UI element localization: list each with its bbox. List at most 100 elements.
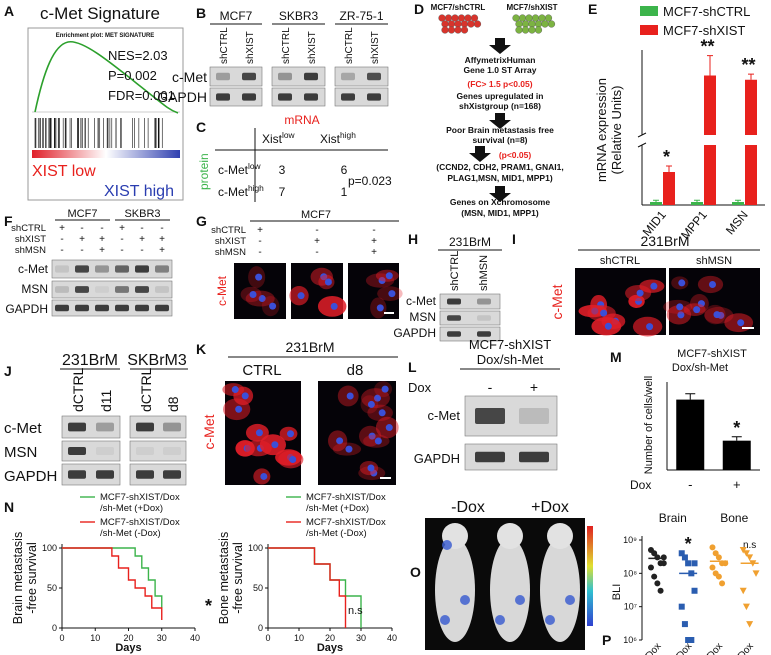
blot-band	[115, 286, 129, 293]
blot-band	[477, 315, 491, 321]
blot-band	[304, 72, 318, 81]
label: AffymetrixHuman	[465, 55, 536, 65]
y-axis-label: -free survival	[25, 542, 39, 614]
sign: +	[59, 223, 65, 234]
panel-letter: E	[588, 1, 597, 17]
label: dCTRL	[70, 367, 86, 412]
blot-band	[136, 470, 154, 479]
blot-band	[519, 451, 549, 463]
bli-signal	[460, 595, 470, 605]
label: c-Met	[201, 414, 217, 449]
label: PLAG1,MSN, MID1, MPP1)	[447, 173, 552, 183]
blot-band	[68, 470, 86, 479]
nucleus	[693, 306, 701, 314]
label: Genes on Xchromosome	[450, 197, 550, 207]
point	[681, 621, 688, 628]
sign: -	[80, 245, 83, 256]
panel-letter: L	[408, 359, 417, 375]
sign: -	[140, 223, 143, 234]
label: dCTRL	[138, 367, 154, 412]
significance: **	[700, 37, 714, 57]
label: NES=2.03	[108, 48, 168, 63]
label: Dox/sh-Met	[672, 362, 728, 374]
label: GAPDH	[393, 326, 436, 340]
nucleus	[367, 400, 375, 408]
nucleus	[346, 392, 354, 400]
x-tick-label: +	[733, 477, 741, 492]
sign: +	[79, 234, 85, 245]
blot-band	[75, 265, 89, 273]
point	[678, 603, 685, 610]
x-tick-label: 40	[190, 633, 200, 643]
label: XIST high	[104, 183, 174, 200]
label: shCTRL	[600, 255, 640, 267]
label: c-Met	[18, 262, 49, 276]
cell-cluster	[454, 20, 462, 28]
point	[685, 560, 692, 567]
label-base: Xist	[320, 132, 341, 146]
y-tick-label: 0	[258, 623, 263, 633]
point	[742, 603, 750, 611]
blot	[439, 326, 501, 342]
point	[691, 587, 698, 594]
label: MCF7	[68, 208, 98, 220]
label: XIST low	[32, 163, 96, 180]
nucleus	[260, 472, 268, 480]
nucleus	[604, 322, 612, 330]
nucleus	[676, 303, 684, 311]
mouse	[490, 538, 530, 642]
blot	[209, 87, 263, 107]
legend-label: MCF7-shXIST	[663, 23, 745, 38]
point	[739, 587, 747, 595]
axis-break	[637, 142, 647, 148]
blot-band	[96, 422, 114, 432]
point	[746, 621, 754, 628]
label: 231BrM	[449, 235, 491, 249]
label: 231BrM	[62, 352, 118, 369]
point	[742, 550, 750, 557]
blot-band	[68, 422, 86, 432]
point	[681, 554, 688, 561]
blot	[61, 463, 121, 486]
significance: **	[741, 55, 755, 75]
bli-signal	[495, 615, 505, 625]
y-axis-label: Brain metastasis	[11, 532, 25, 624]
blot-band	[96, 470, 114, 479]
label: c-Met	[172, 69, 207, 85]
cell-cluster	[444, 14, 453, 22]
legend-swatch	[640, 25, 658, 35]
significance: *	[205, 596, 212, 616]
x-tick-label: 0	[59, 633, 64, 643]
point	[651, 573, 658, 580]
nucleus	[378, 409, 386, 417]
label: +Dox	[531, 499, 569, 516]
cell-cluster	[528, 26, 536, 34]
label: d8	[347, 362, 364, 379]
sign: +	[119, 223, 125, 234]
cell-cluster	[470, 14, 479, 22]
label: MCF7	[220, 9, 253, 23]
label-sup: low	[248, 161, 262, 171]
label: shMSN	[696, 255, 732, 267]
nucleus	[249, 290, 257, 298]
sign: +	[159, 234, 165, 245]
sign: -	[160, 223, 163, 234]
x-tick-label: -Dox	[642, 641, 664, 655]
label: c-Met	[428, 408, 461, 423]
label: 231BrM	[640, 233, 689, 249]
bar	[650, 202, 662, 205]
error-bar	[653, 199, 659, 202]
nucleus	[241, 392, 249, 400]
blot-band	[447, 331, 461, 337]
label: shXistgroup (n=168)	[459, 101, 541, 111]
sign: -	[120, 245, 123, 256]
panel-letter: K	[196, 341, 206, 357]
blot-band	[278, 93, 292, 101]
panel-letter: B	[196, 5, 206, 21]
legend-label: MCF7-shCTRL	[663, 4, 750, 19]
label: MSN	[409, 310, 436, 324]
label: Xistlow	[262, 130, 296, 146]
blot-band	[155, 286, 169, 293]
y-tick-label: 50	[253, 583, 263, 593]
blot-band	[367, 93, 381, 101]
